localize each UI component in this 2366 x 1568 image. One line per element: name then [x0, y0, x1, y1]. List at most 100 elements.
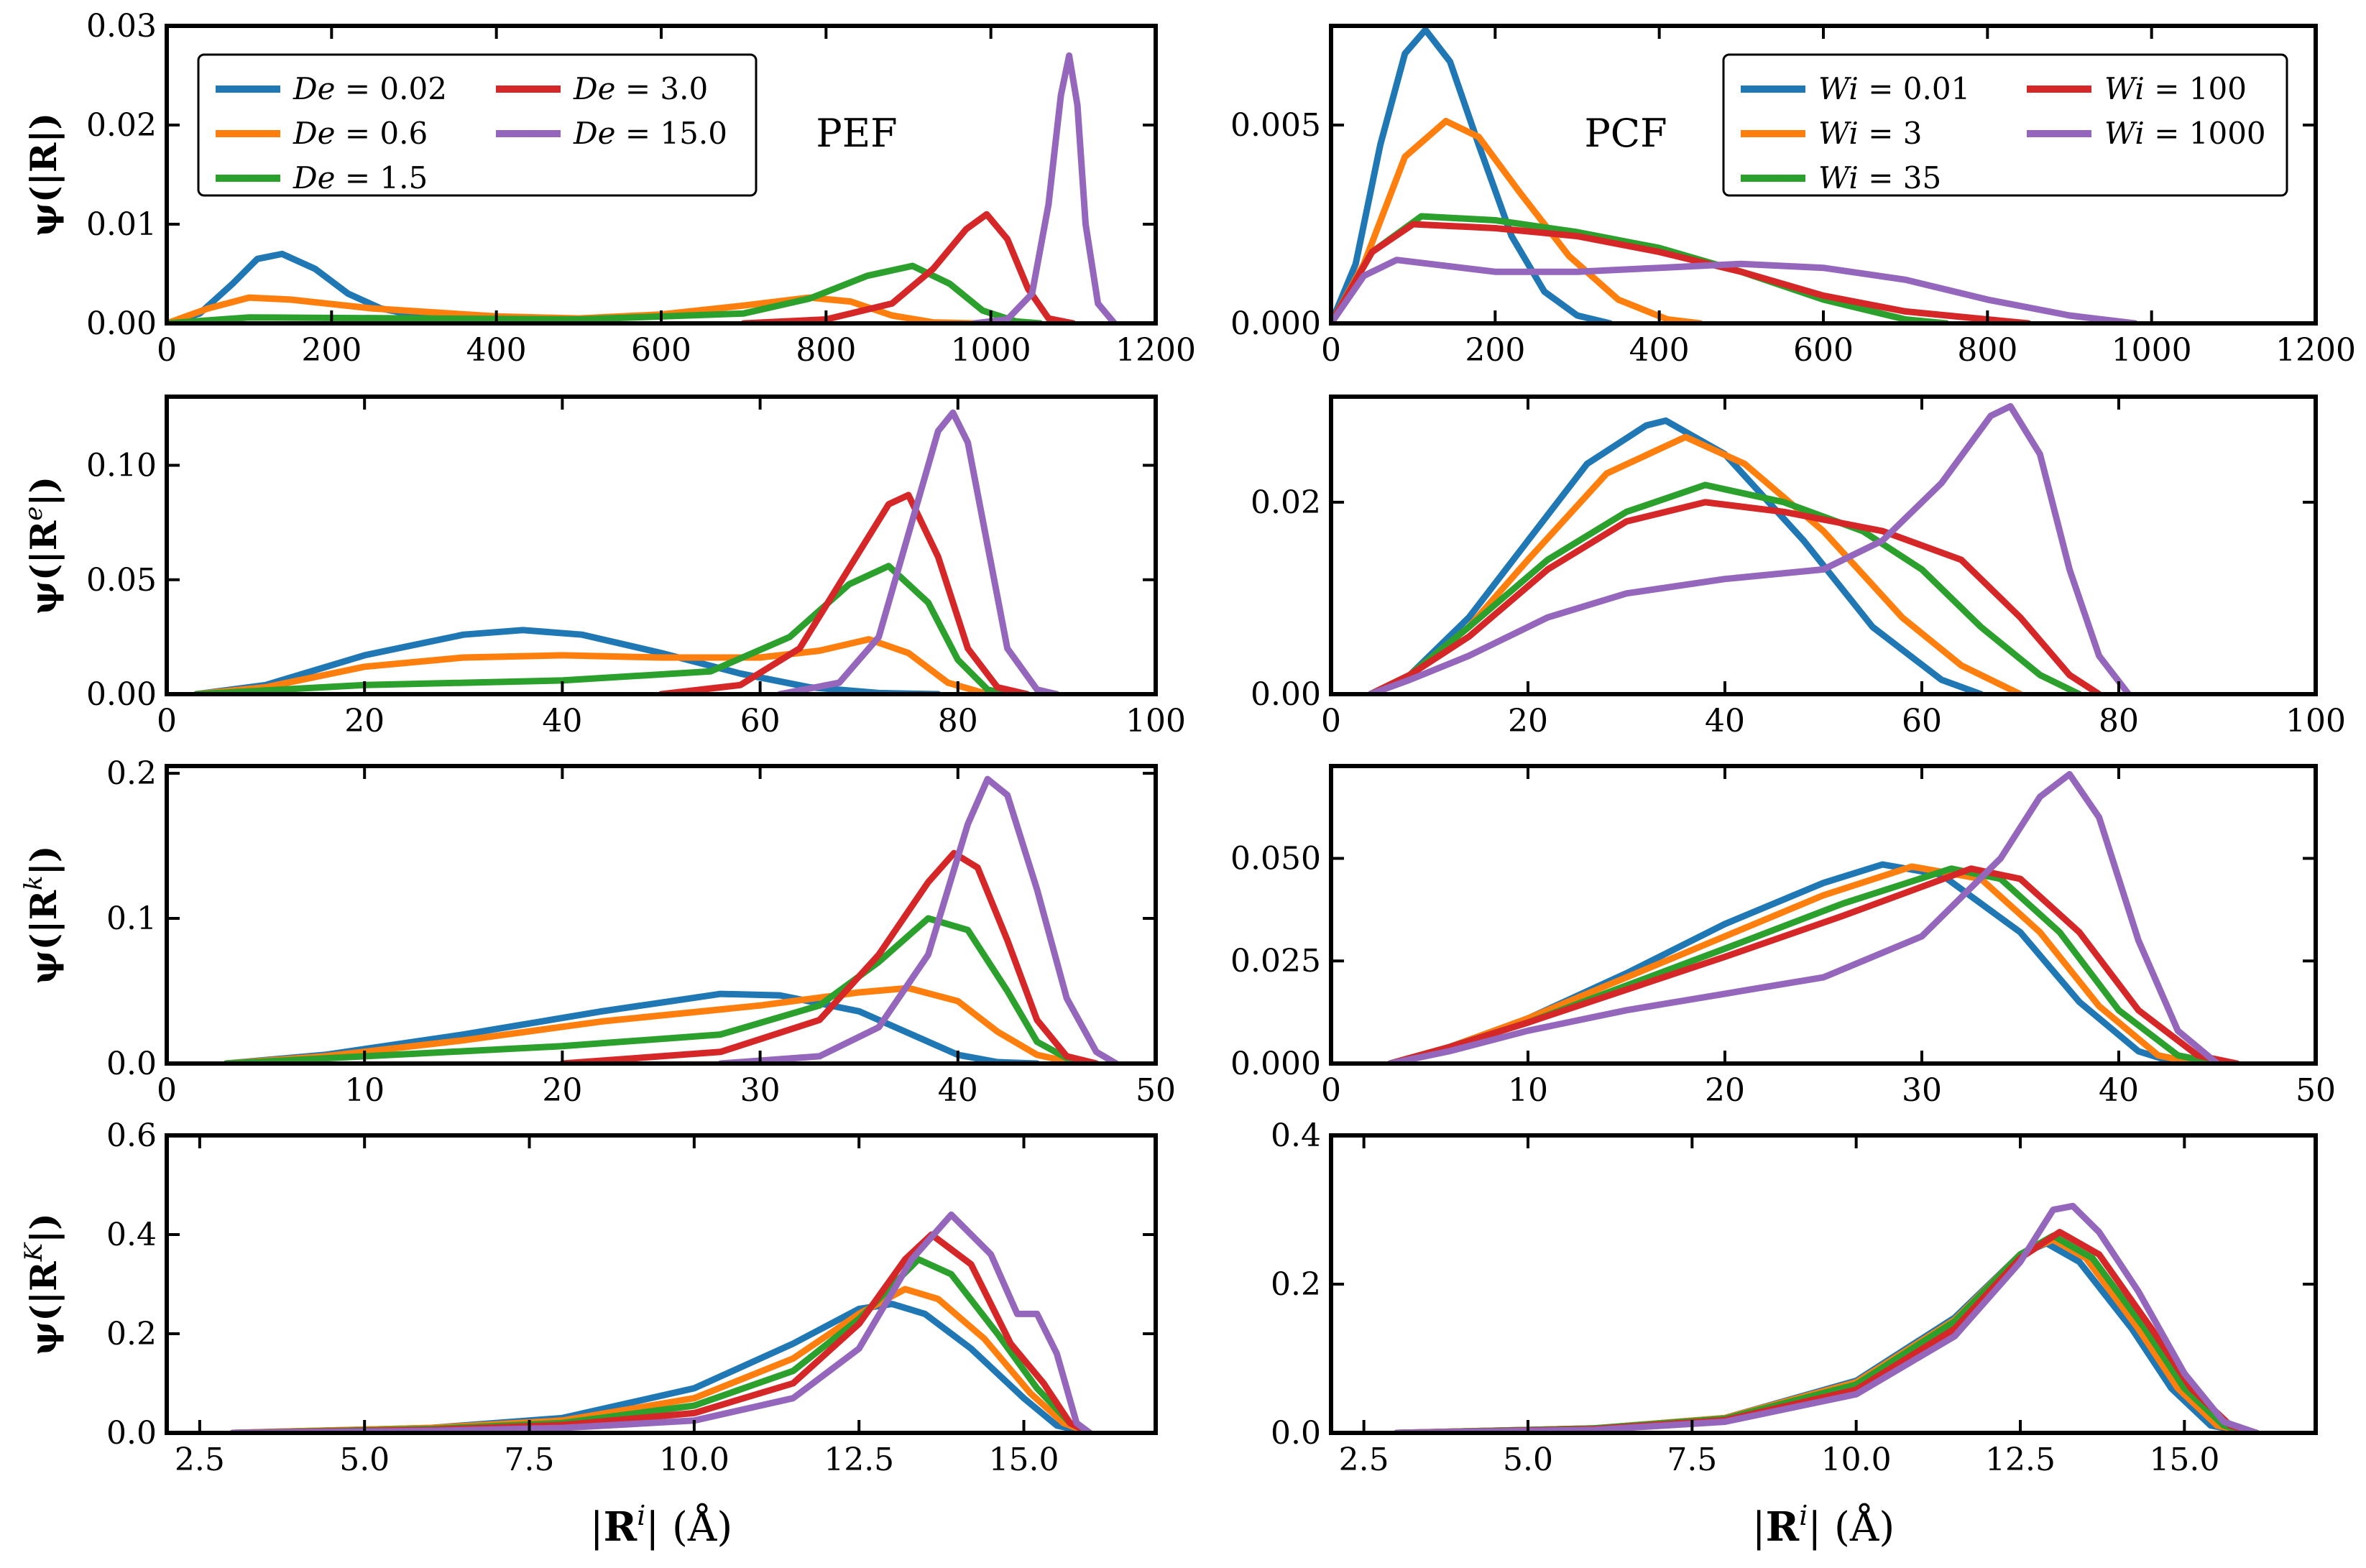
- series-line-de-15.0: [971, 52, 1118, 323]
- legend-entry-label: De = 1.5: [293, 160, 428, 195]
- y-tick-label: 0.6: [106, 1117, 157, 1154]
- y-tick-label: 0.02: [86, 107, 157, 144]
- y-tick-label: 0.10: [86, 448, 157, 484]
- panel-tag-pef: PEF: [816, 111, 897, 156]
- panel-pef-rk: 2.5 5.0 7.5 10.0 12.5 15.0 0.0 0.2 0.4 0.6 ψ(|RK|)…: [19, 1117, 1158, 1551]
- x-tick-label: 15.0: [989, 1442, 1059, 1478]
- x-tick-label: 40: [1705, 703, 1745, 739]
- x-tick-label: 800: [1957, 332, 2017, 369]
- x-tick-label: 1000: [951, 332, 1031, 369]
- x-tick-label: 80: [938, 703, 978, 739]
- x-tick-label: 0: [1321, 332, 1341, 369]
- panel-pef-rk: 0 10 20 30 40 50 0.0 0.1 0.2 ψ(|Rk|): [19, 755, 1176, 1109]
- x-tick-label: 200: [1465, 332, 1525, 369]
- series-line-de-0.02: [223, 990, 1041, 1064]
- x-tick-label: 60: [740, 703, 781, 739]
- panel-tag-pcf: PCF: [1584, 111, 1667, 156]
- series-line-wi-3: [1331, 118, 1704, 323]
- legend-pcf: Wi = 0.01 Wi = 3 Wi = 35 Wi = 100 Wi = 1000: [1722, 53, 2288, 197]
- x-tick-label: 100: [2286, 703, 2346, 739]
- series-line-de-3.0: [658, 492, 1031, 694]
- y-tick-label: 0.0: [106, 1046, 157, 1082]
- panel-pef-re: 0 20 40 60 80 100 0.00 0.05 0.10 ψ(|Re|): [19, 395, 1186, 739]
- x-tick-label: 1200: [2275, 332, 2356, 369]
- legend-entry-label: De = 3.0: [573, 71, 708, 106]
- legend-box: [1722, 53, 2288, 197]
- x-tick-label: 20: [1508, 703, 1548, 739]
- series-line-wi-100: [1331, 221, 2032, 323]
- y-tick-label: 0.005: [1230, 107, 1321, 144]
- legend-entry-label: Wi = 35: [1818, 160, 1941, 195]
- x-tick-label: 400: [466, 332, 527, 369]
- series-line-wi-3: [1386, 863, 2201, 1064]
- series-line-de-15.0: [776, 409, 1060, 694]
- series-line-wi-0.01: [1331, 27, 1614, 323]
- x-tick-label: 12.5: [1985, 1442, 2056, 1478]
- y-axis-label: ψ(|RK|): [19, 1213, 65, 1355]
- y-tick-label: 0.2: [1271, 1266, 1321, 1303]
- series-line-wi-35: [1367, 481, 2083, 694]
- series-line-de-3.0: [558, 849, 1100, 1064]
- y-tick-label: 0.00: [86, 305, 157, 342]
- x-tick-label: 40: [2099, 1072, 2139, 1109]
- y-tick-label: 0.2: [106, 755, 157, 792]
- legend-entry-label: Wi = 1000: [2104, 116, 2266, 151]
- x-tick-label: 0: [1321, 703, 1341, 739]
- legend-entry-label: Wi = 0.01: [1818, 71, 1970, 106]
- series-line-de-15.0: [717, 775, 1120, 1064]
- y-axis-label: ψ(|R|): [22, 113, 65, 236]
- y-tick-label: 0.050: [1230, 840, 1321, 877]
- x-tick-label: 800: [796, 332, 856, 369]
- y-tick-label: 0.4: [1271, 1117, 1321, 1154]
- x-tick-label: 5.0: [339, 1442, 390, 1478]
- series-group: [167, 52, 1118, 323]
- legend-entry-label: Wi = 3: [1818, 116, 1923, 151]
- x-tick-label: 20: [1705, 1072, 1745, 1109]
- x-tick-label: 20: [344, 703, 385, 739]
- x-tick-label: 0: [157, 332, 177, 369]
- x-tick-label: 40: [542, 703, 582, 739]
- x-tick-label: 20: [542, 1072, 582, 1109]
- y-tick-label: 0.03: [86, 8, 157, 45]
- panel-pcf-r: 0 200 400 600 800 1000 1200 0.000 0.005 PCF: [1230, 24, 2356, 369]
- series-line-de-1.5: [167, 262, 1044, 323]
- x-tick-label: 400: [1629, 332, 1690, 369]
- series-line-wi-1000: [1367, 402, 2132, 694]
- y-tick-label: 0.0: [1271, 1415, 1321, 1452]
- legend-entry-label: De = 0.02: [293, 71, 447, 106]
- x-tick-label: 200: [301, 332, 362, 369]
- x-tick-label: 12.5: [824, 1442, 894, 1478]
- panel-pcf-re: 0 20 40 60 80 100 0.00 0.02: [1251, 395, 2346, 739]
- series-line-wi-0.01: [1367, 417, 1984, 694]
- series-group: [1386, 770, 2240, 1064]
- x-tick-label: 60: [1902, 703, 1942, 739]
- x-axis-label: |Ri| (Å): [590, 1500, 732, 1551]
- y-tick-label: 0.025: [1230, 943, 1321, 979]
- axes-frame: [1329, 395, 2318, 696]
- x-tick-label: 30: [740, 1072, 781, 1109]
- axes-frame: [1329, 764, 2318, 1066]
- y-tick-label: 0.00: [1251, 676, 1321, 713]
- x-tick-label: 10: [1508, 1072, 1548, 1109]
- y-tick-label: 0.05: [86, 562, 157, 599]
- x-tick-label: 600: [1793, 332, 1854, 369]
- series-group: [193, 409, 1060, 694]
- axes-frame: [165, 395, 1158, 696]
- x-tick-label: 7.5: [505, 1442, 555, 1478]
- series-line-de-0.02: [167, 250, 582, 323]
- series-line-wi-1000: [1386, 770, 2221, 1064]
- x-tick-label: 1200: [1115, 332, 1196, 369]
- panel-pcf-rk: 0 10 20 30 40 50 0.000 0.025 0.050: [1230, 764, 2336, 1109]
- x-tick-label: 50: [1136, 1072, 1176, 1109]
- x-tick-label: 15.0: [2149, 1442, 2219, 1478]
- series-line-wi-1000: [1331, 257, 2139, 323]
- series-group: [1367, 402, 2132, 694]
- axes-frame: [165, 1133, 1158, 1435]
- legend-entry-label: De = 15.0: [573, 116, 727, 151]
- panel-pef-r: 0 200 400 600 800 1000 1200 0.00 0.01 0.02 0.03 ψ(|…: [22, 8, 1196, 369]
- series-group: [223, 775, 1120, 1064]
- x-tick-label: 0: [157, 703, 177, 739]
- x-tick-label: 0: [1321, 1072, 1341, 1109]
- x-tick-label: 30: [1902, 1072, 1942, 1109]
